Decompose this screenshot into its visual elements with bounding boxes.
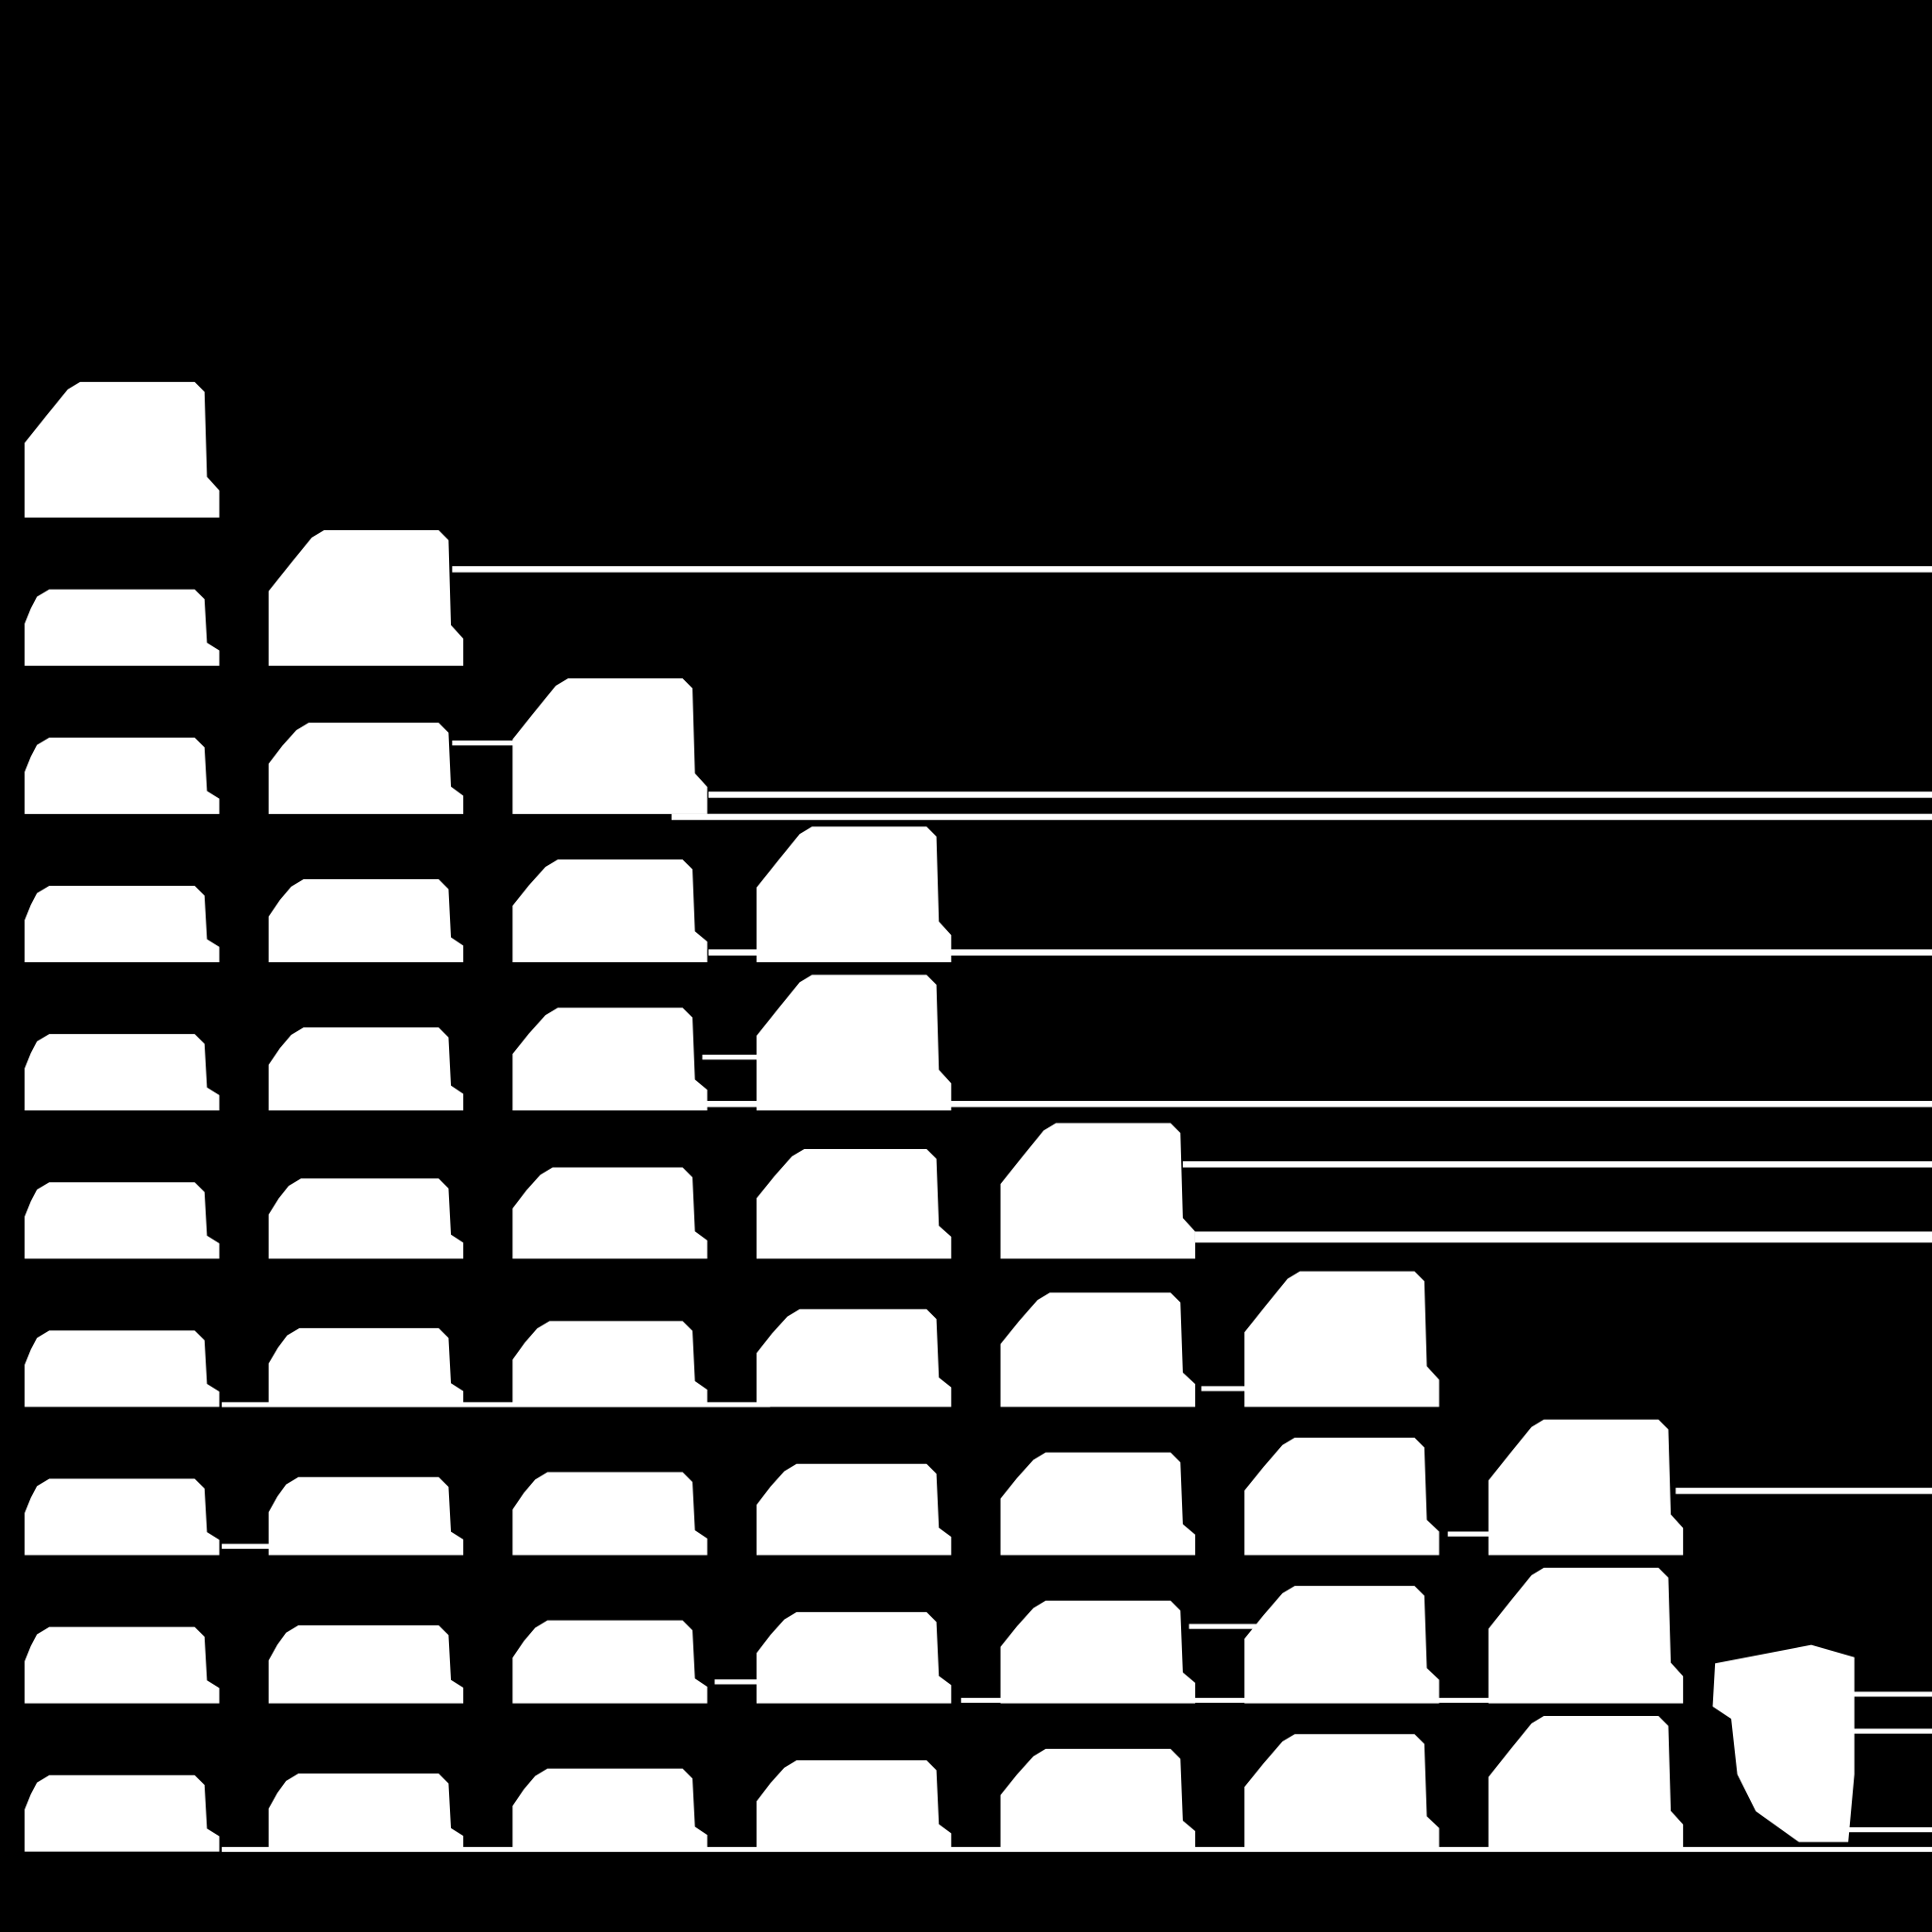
stripe xyxy=(1848,1691,1932,1697)
tall-blob xyxy=(1712,1644,1855,1842)
blob xyxy=(1488,1716,1684,1852)
blob xyxy=(25,1182,220,1259)
blob xyxy=(1244,1271,1440,1407)
blob xyxy=(512,1472,708,1556)
stripe xyxy=(1194,1231,1932,1243)
stripe xyxy=(1182,1161,1932,1168)
blob xyxy=(268,1327,464,1407)
blob xyxy=(1000,1452,1195,1556)
stripe xyxy=(695,1101,1932,1108)
blob xyxy=(512,1167,708,1259)
blob xyxy=(756,826,952,962)
blob xyxy=(1000,1748,1195,1852)
stripe xyxy=(960,1697,1504,1704)
blob xyxy=(1244,1734,1440,1852)
stripe xyxy=(452,740,530,746)
stripe xyxy=(222,1543,272,1549)
stripe xyxy=(708,791,1932,798)
stripe xyxy=(1848,1728,1932,1734)
blob xyxy=(756,1463,952,1556)
blob xyxy=(25,1034,220,1111)
blob xyxy=(1488,1419,1684,1556)
stripe xyxy=(1189,1624,1270,1629)
blob xyxy=(512,1768,708,1852)
stripe xyxy=(222,1402,771,1407)
blob xyxy=(268,879,464,962)
blob xyxy=(1244,1586,1440,1704)
stripe xyxy=(708,949,1932,956)
blob xyxy=(512,1321,708,1407)
blob xyxy=(25,1330,220,1407)
blob xyxy=(1000,1123,1195,1259)
blob xyxy=(756,974,952,1111)
blob xyxy=(756,1148,952,1259)
blob xyxy=(1244,1437,1440,1556)
blob xyxy=(756,1760,952,1852)
stripe xyxy=(1675,1488,1932,1494)
blob xyxy=(268,1476,464,1556)
blob xyxy=(268,1624,464,1704)
blob xyxy=(512,859,708,962)
blob xyxy=(25,1626,220,1704)
stripe xyxy=(671,813,1932,821)
blob xyxy=(1000,1600,1195,1704)
blob xyxy=(1000,1292,1195,1407)
blob xyxy=(512,1620,708,1704)
blob xyxy=(25,589,220,666)
stripe xyxy=(452,566,1932,573)
blob xyxy=(25,1478,220,1556)
stripe xyxy=(702,1055,771,1060)
stripe xyxy=(1201,1386,1263,1391)
blob xyxy=(756,1611,952,1704)
stripe xyxy=(1848,1826,1932,1833)
stripe xyxy=(714,1679,764,1685)
blob xyxy=(25,381,220,518)
blob xyxy=(268,530,464,666)
blob xyxy=(512,1008,708,1111)
blob xyxy=(512,678,708,814)
blob xyxy=(756,1308,952,1407)
blob xyxy=(268,1178,464,1259)
blob xyxy=(268,1027,464,1111)
blob xyxy=(25,885,220,962)
blob xyxy=(25,737,220,814)
stripe xyxy=(1447,1531,1504,1537)
blob xyxy=(25,1774,220,1852)
blob xyxy=(268,723,464,814)
blob xyxy=(1488,1567,1684,1704)
blob xyxy=(268,1773,464,1852)
